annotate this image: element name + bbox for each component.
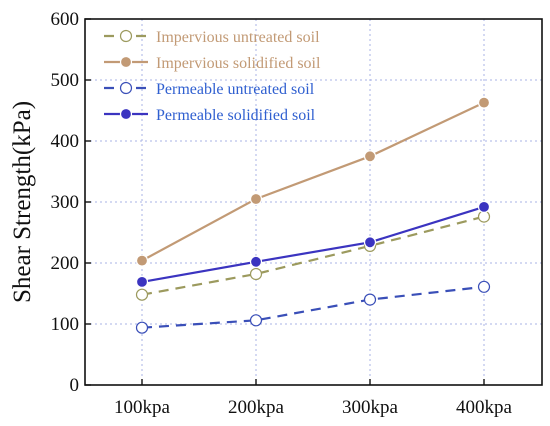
data-point-impervious-untreated-soil xyxy=(135,288,149,301)
legend-label-permeable-untreated-soil: Permeable untreated soil xyxy=(156,81,315,98)
data-point-permeable-solidified-soil xyxy=(135,275,149,288)
data-point-impervious-solidified-soil xyxy=(477,96,491,109)
data-point-impervious-solidified-soil xyxy=(135,254,149,267)
x-tick-label: 300kpa xyxy=(342,397,399,418)
series-line-permeable-solidified-soil xyxy=(141,205,485,283)
data-point-permeable-untreated-soil xyxy=(135,321,149,334)
x-tick-label: 200kpa xyxy=(228,397,285,418)
series-line-permeable-untreated-soil xyxy=(141,285,485,329)
y-tick-label: 500 xyxy=(51,70,80,91)
legend-marker-permeable-untreated-soil xyxy=(119,81,133,95)
data-point-permeable-solidified-soil xyxy=(249,255,263,268)
legend-label-impervious-solidified-soil: Impervious solidified soil xyxy=(156,55,321,72)
x-tick-label: 100kpa xyxy=(114,397,171,418)
plot-background xyxy=(85,19,542,385)
data-point-impervious-untreated-soil xyxy=(249,267,263,281)
series-line-impervious-untreated-soil xyxy=(141,215,485,296)
data-point-impervious-solidified-soil xyxy=(249,192,263,206)
legend-marker-impervious-solidified-soil xyxy=(119,55,133,69)
legend-label-permeable-solidified-soil: Permeable solidified soil xyxy=(156,107,316,124)
axes: 0 100 200 300 400 500 600 100kpa 200kpa 300kpa 400… xyxy=(51,9,543,418)
data-point-impervious-solidified-soil xyxy=(363,150,377,163)
data-point-permeable-untreated-soil xyxy=(477,280,491,293)
y-axis-label: Shear Strength(kPa) xyxy=(9,101,36,303)
y-tick-label: 600 xyxy=(51,9,80,30)
legend-marker-impervious-untreated-soil xyxy=(119,29,133,43)
y-tick-label: 400 xyxy=(51,131,80,152)
legend: Impervious untreated soil Impervious soli… xyxy=(104,29,321,124)
y-tick-label: 100 xyxy=(51,314,80,335)
data-point-permeable-solidified-soil xyxy=(363,236,377,249)
series-layer xyxy=(135,96,491,334)
y-tick-label: 200 xyxy=(51,253,80,274)
y-tick-label: 300 xyxy=(51,192,80,213)
legend-marker-permeable-solidified-soil xyxy=(119,107,133,121)
series-line-impervious-solidified-soil xyxy=(141,101,485,262)
data-point-permeable-solidified-soil xyxy=(477,200,491,213)
x-tick-label: 400kpa xyxy=(456,397,513,418)
legend-label-impervious-untreated-soil: Impervious untreated soil xyxy=(156,29,320,46)
y-tick-label: 0 xyxy=(70,375,80,396)
data-point-permeable-untreated-soil xyxy=(249,314,263,327)
data-point-permeable-untreated-soil xyxy=(363,293,377,306)
